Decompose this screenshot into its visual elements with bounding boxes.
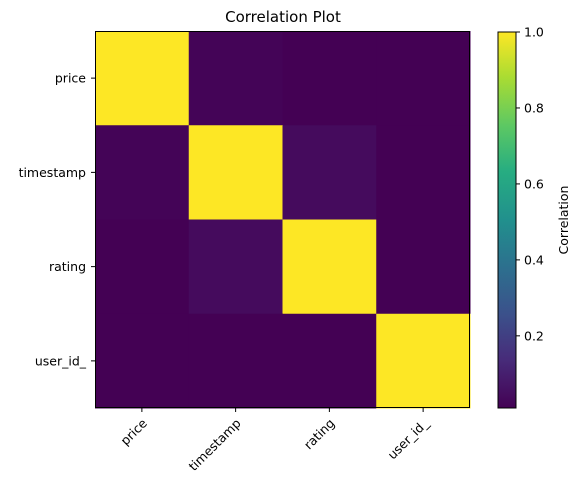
- x-tick-labels: price timestamp rating user_id_: [117, 408, 432, 474]
- heatmap-cell-rating-user_id_: [376, 219, 471, 315]
- heatmap-cells: [95, 31, 471, 409]
- colorbar-label: Correlation: [556, 186, 571, 255]
- heatmap-cell-user_id_-timestamp: [188, 313, 283, 409]
- heatmap-cell-user_id_-user_id_: [376, 313, 471, 409]
- colorbar-tick-label: 1.0: [524, 25, 544, 40]
- heatmap-cell-user_id_-rating: [282, 313, 377, 409]
- x-tick-label: price: [117, 415, 150, 448]
- heatmap-cell-user_id_-price: [95, 313, 190, 409]
- heatmap-cell-timestamp-user_id_: [376, 125, 471, 220]
- colorbar-tick-label: 0.6: [524, 176, 544, 191]
- heatmap-cell-timestamp-rating: [282, 125, 377, 220]
- heatmap-cell-rating-rating: [282, 219, 377, 315]
- heatmap-cell-rating-price: [95, 219, 190, 315]
- x-tick-label: rating: [301, 416, 338, 453]
- y-tick-label: timestamp: [19, 165, 86, 180]
- x-tick-label: timestamp: [185, 415, 243, 473]
- y-tick-label: user_id_: [35, 353, 87, 368]
- colorbar: [497, 31, 517, 409]
- y-tick-label: rating: [49, 259, 86, 274]
- heatmap-cell-price-rating: [282, 31, 377, 126]
- heatmap-cell-price-user_id_: [376, 31, 471, 126]
- colorbar-ticks: 0.2 0.4 0.6 0.8 1.0: [516, 25, 544, 343]
- plot-frame: [95, 31, 470, 408]
- heatmap-cell-price-price: [95, 31, 190, 126]
- x-tick-label: user_id_: [384, 415, 431, 462]
- y-tick-label: price: [55, 71, 86, 86]
- colorbar-tick-label: 0.4: [524, 252, 544, 267]
- chart-title: Correlation Plot: [225, 8, 341, 26]
- heatmap-cell-rating-timestamp: [188, 219, 283, 315]
- colorbar-tick-label: 0.2: [524, 328, 544, 343]
- heatmap-cell-timestamp-price: [95, 125, 190, 220]
- y-tick-labels: price timestamp rating user_id_: [19, 71, 95, 368]
- heatmap-cell-timestamp-timestamp: [188, 125, 283, 220]
- colorbar-tick-label: 0.8: [524, 100, 544, 115]
- heatmap-cell-price-timestamp: [188, 31, 283, 126]
